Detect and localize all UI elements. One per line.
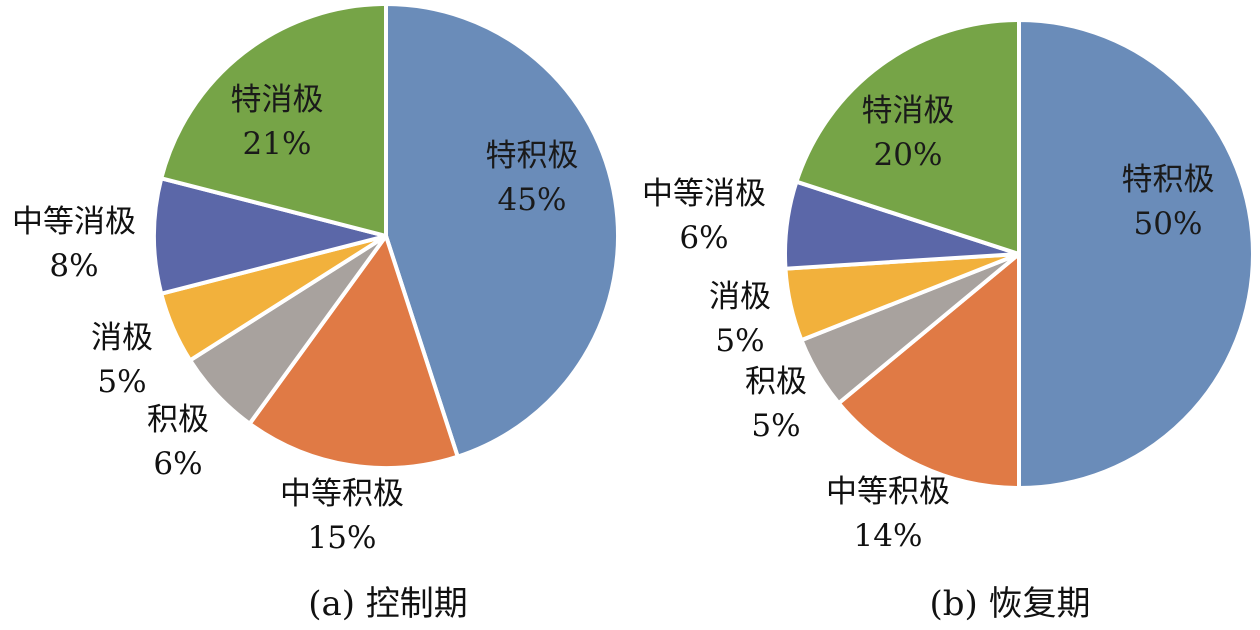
slice-label-very-negative: 特消极 bbox=[862, 93, 955, 129]
slice-value-label-very-negative: 20% bbox=[874, 137, 943, 173]
slice-value-label-very-negative: 21% bbox=[243, 126, 312, 162]
slice-label-moderately-positive: 中等积极 bbox=[826, 474, 950, 510]
slice-label-moderately-negative: 中等消极 bbox=[12, 204, 136, 240]
pie-slice-very-negative bbox=[793, 17, 1021, 257]
caption-recovery-period: (b) 恢复期 bbox=[929, 584, 1090, 624]
slice-value-label-positive: 6% bbox=[153, 446, 202, 482]
pie-slice-moderately-negative bbox=[152, 175, 387, 297]
slice-label-positive: 积极 bbox=[147, 402, 209, 438]
slice-label-negative: 消极 bbox=[91, 320, 153, 356]
slice-value-label-negative: 5% bbox=[715, 323, 764, 359]
slice-value-label-negative: 5% bbox=[97, 364, 146, 400]
caption-control-period: (a) 控制期 bbox=[308, 584, 468, 624]
slice-label-very-positive: 特积极 bbox=[486, 138, 579, 174]
pie-slice-very-positive bbox=[1017, 17, 1255, 491]
slice-label-very-positive: 特积极 bbox=[1122, 162, 1215, 198]
slice-label-moderately-negative: 中等消极 bbox=[642, 176, 766, 212]
slice-label-negative: 消极 bbox=[709, 279, 771, 315]
slice-value-label-positive: 5% bbox=[751, 408, 800, 444]
slice-value-label-very-positive: 50% bbox=[1134, 206, 1203, 242]
slice-value-label-very-positive: 45% bbox=[498, 182, 567, 218]
pie-chart-recovery-period: 特积极 50% 中等积极 14% 积极 5% 消极 5% 中等消极 6% 特消极 20% bbox=[642, 17, 1255, 554]
pie-slice-moderately-positive bbox=[835, 249, 1021, 491]
slice-value-label-moderately-negative: 8% bbox=[49, 248, 98, 284]
pie-slice-moderately-positive bbox=[246, 231, 461, 471]
pie-slice-very-negative bbox=[158, 1, 388, 239]
slice-label-moderately-positive: 中等积极 bbox=[280, 476, 404, 512]
pie-chart-control-period: 特积极 45% 中等积极 15% 积极 6% 消极 5% 中等消极 8% 特消极 21% bbox=[12, 1, 621, 556]
slice-value-label-moderately-negative: 6% bbox=[679, 220, 728, 256]
slice-value-label-moderately-positive: 15% bbox=[308, 520, 377, 556]
slice-label-very-negative: 特消极 bbox=[231, 82, 324, 118]
slice-value-label-moderately-positive: 14% bbox=[854, 518, 923, 554]
pie-slice-very-positive bbox=[384, 1, 621, 460]
slice-label-positive: 积极 bbox=[745, 364, 807, 400]
